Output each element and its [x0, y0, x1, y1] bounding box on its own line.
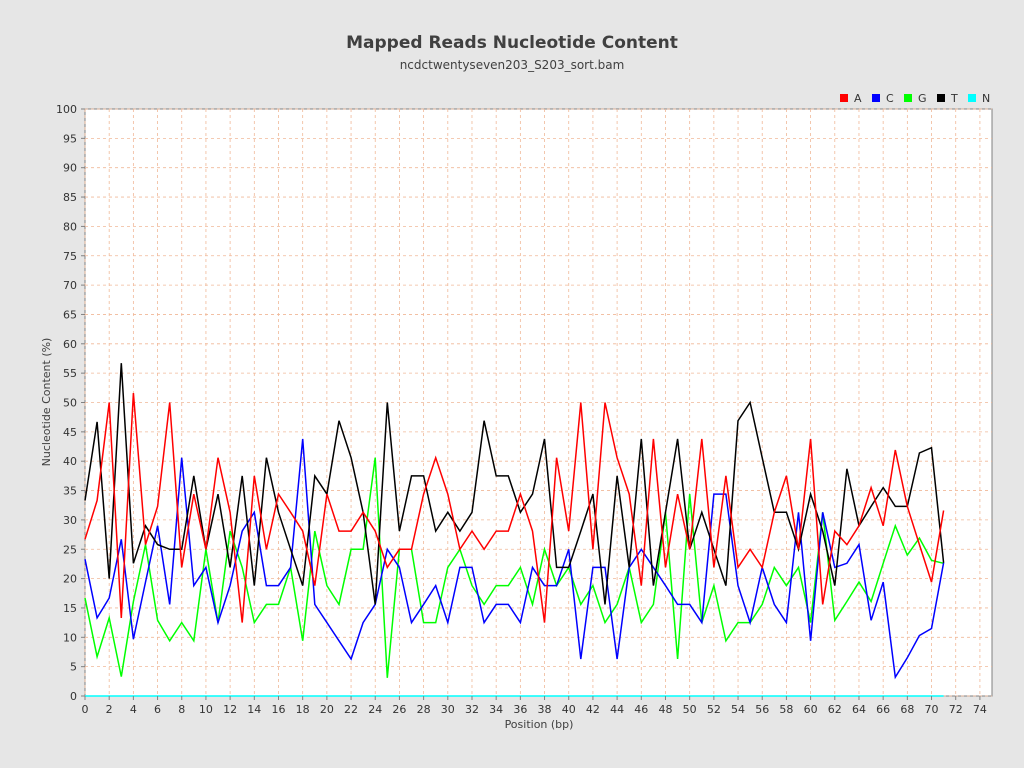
x-tick-label: 6 [154, 703, 161, 716]
series-line-g [84, 457, 944, 678]
x-tick-label: 20 [320, 703, 334, 716]
y-tick-label: 85 [63, 191, 77, 204]
y-tick-label: 95 [63, 132, 77, 145]
x-tick-label: 42 [586, 703, 600, 716]
x-tick-label: 68 [900, 703, 914, 716]
legend-swatch-c [872, 94, 880, 102]
x-tick-label: 72 [949, 703, 963, 716]
y-tick-label: 65 [63, 308, 77, 321]
x-tick-label: 70 [925, 703, 939, 716]
y-axis-label: Nucleotide Content (%) [40, 338, 53, 467]
x-tick-label: 56 [755, 703, 769, 716]
x-tick-label: 36 [513, 703, 527, 716]
y-tick-label: 35 [63, 485, 77, 498]
series-layer [84, 363, 945, 697]
x-tick-label: 54 [731, 703, 745, 716]
legend-label-t: T [950, 92, 958, 105]
x-tick-label: 10 [199, 703, 213, 716]
x-tick-label: 32 [465, 703, 479, 716]
y-tick-label: 10 [63, 631, 77, 644]
y-tick-label: 30 [63, 514, 77, 527]
x-tick-label: 50 [683, 703, 697, 716]
legend-swatch-t [937, 94, 945, 102]
x-tick-label: 44 [610, 703, 624, 716]
x-tick-label: 24 [368, 703, 382, 716]
legend-label-c: C [886, 92, 894, 105]
x-tick-label: 12 [223, 703, 237, 716]
x-tick-label: 40 [562, 703, 576, 716]
legend-label-n: N [982, 92, 990, 105]
x-tick-label: 8 [178, 703, 185, 716]
y-tick-label: 5 [70, 661, 77, 674]
x-axis-label: Position (bp) [505, 718, 574, 731]
x-tick-label: 66 [876, 703, 890, 716]
x-tick-label: 30 [441, 703, 455, 716]
x-tick-label: 34 [489, 703, 503, 716]
y-tick-label: 60 [63, 338, 77, 351]
y-tick-label: 90 [63, 162, 77, 175]
x-tick-label: 18 [296, 703, 310, 716]
x-tick-label: 14 [247, 703, 261, 716]
legend-swatch-n [968, 94, 976, 102]
legend-label-a: A [854, 92, 862, 105]
y-tick-label: 100 [56, 103, 77, 116]
y-tick-label: 25 [63, 543, 77, 556]
y-tick-label: 45 [63, 426, 77, 439]
x-tick-labels: 0 2 4 6 8 10 12 14 16 18 20 22 24 26 28 30 32 34 36 38 40 42 4… [82, 696, 987, 716]
x-tick-label: 58 [779, 703, 793, 716]
y-tick-label: 55 [63, 367, 77, 380]
chart-subtitle: ncdctwentyseven203_S203_sort.bam [400, 58, 625, 72]
x-tick-label: 38 [538, 703, 552, 716]
y-tick-label: 40 [63, 455, 77, 468]
x-tick-label: 60 [804, 703, 818, 716]
legend-swatch-g [904, 94, 912, 102]
chart-title: Mapped Reads Nucleotide Content [346, 33, 678, 53]
y-tick-label: 70 [63, 279, 77, 292]
legend-label-g: G [918, 92, 927, 105]
y-tick-label: 20 [63, 573, 77, 586]
y-tick-label: 80 [63, 220, 77, 233]
x-tick-label: 52 [707, 703, 721, 716]
grid-lines [84, 108, 992, 697]
y-tick-label: 75 [63, 250, 77, 263]
x-tick-label: 46 [634, 703, 648, 716]
legend-swatch-a [840, 94, 848, 102]
y-tick-label: 0 [70, 690, 77, 703]
series-line-a [84, 393, 945, 623]
x-tick-label: 64 [852, 703, 866, 716]
x-tick-label: 4 [130, 703, 137, 716]
x-tick-label: 16 [271, 703, 285, 716]
y-tick-label: 15 [63, 602, 77, 615]
x-tick-label: 0 [82, 703, 89, 716]
y-tick-label: 50 [63, 397, 77, 410]
x-tick-label: 26 [392, 703, 406, 716]
x-tick-label: 48 [658, 703, 672, 716]
x-tick-label: 62 [828, 703, 842, 716]
x-tick-label: 28 [417, 703, 431, 716]
x-tick-label: 74 [973, 703, 987, 716]
series-line-t [84, 363, 945, 605]
x-tick-label: 2 [106, 703, 113, 716]
x-tick-label: 22 [344, 703, 358, 716]
y-tick-labels: 0 5 10 15 20 25 30 35 40 45 50 55 60 65 70 75 80 85 90 95 10… [56, 103, 85, 703]
